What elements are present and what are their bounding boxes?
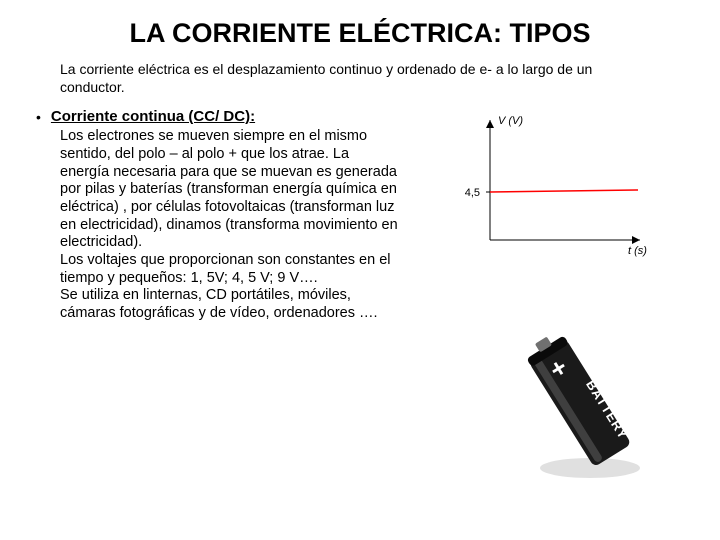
graphics-column: 4,5 V (V) t (s) + BATTERY xyxy=(410,108,690,323)
intro-paragraph: La corriente eléctrica es el desplazamie… xyxy=(0,57,720,108)
battery-illustration: + BATTERY xyxy=(495,318,665,488)
text-column: • Corriente continua (CC/ DC): Los elect… xyxy=(30,108,410,323)
page-title: LA CORRIENTE ELÉCTRICA: TIPOS xyxy=(0,0,720,57)
cc-paragraph-3: Se utiliza en linternas, CD portátiles, … xyxy=(60,287,400,322)
y-tick-label: 4,5 xyxy=(465,187,480,199)
cc-body: Los electrones se mueven siempre en el m… xyxy=(30,126,400,323)
bullet-glyph: • xyxy=(30,108,51,126)
content-row: • Corriente continua (CC/ DC): Los elect… xyxy=(0,108,720,323)
voltage-chart: 4,5 V (V) t (s) xyxy=(450,110,650,260)
chart-bg xyxy=(450,110,650,260)
cc-paragraph-2: Los voltajes que proporcionan son consta… xyxy=(60,252,400,287)
x-axis-label: t (s) xyxy=(628,245,647,257)
cc-heading: Corriente continua (CC/ DC): xyxy=(51,108,255,125)
cc-paragraph-1: Los electrones se mueven siempre en el m… xyxy=(60,128,400,252)
y-axis-label: V (V) xyxy=(498,115,523,127)
bullet-item: • Corriente continua (CC/ DC): xyxy=(30,108,400,126)
battery-shadow xyxy=(540,458,640,478)
